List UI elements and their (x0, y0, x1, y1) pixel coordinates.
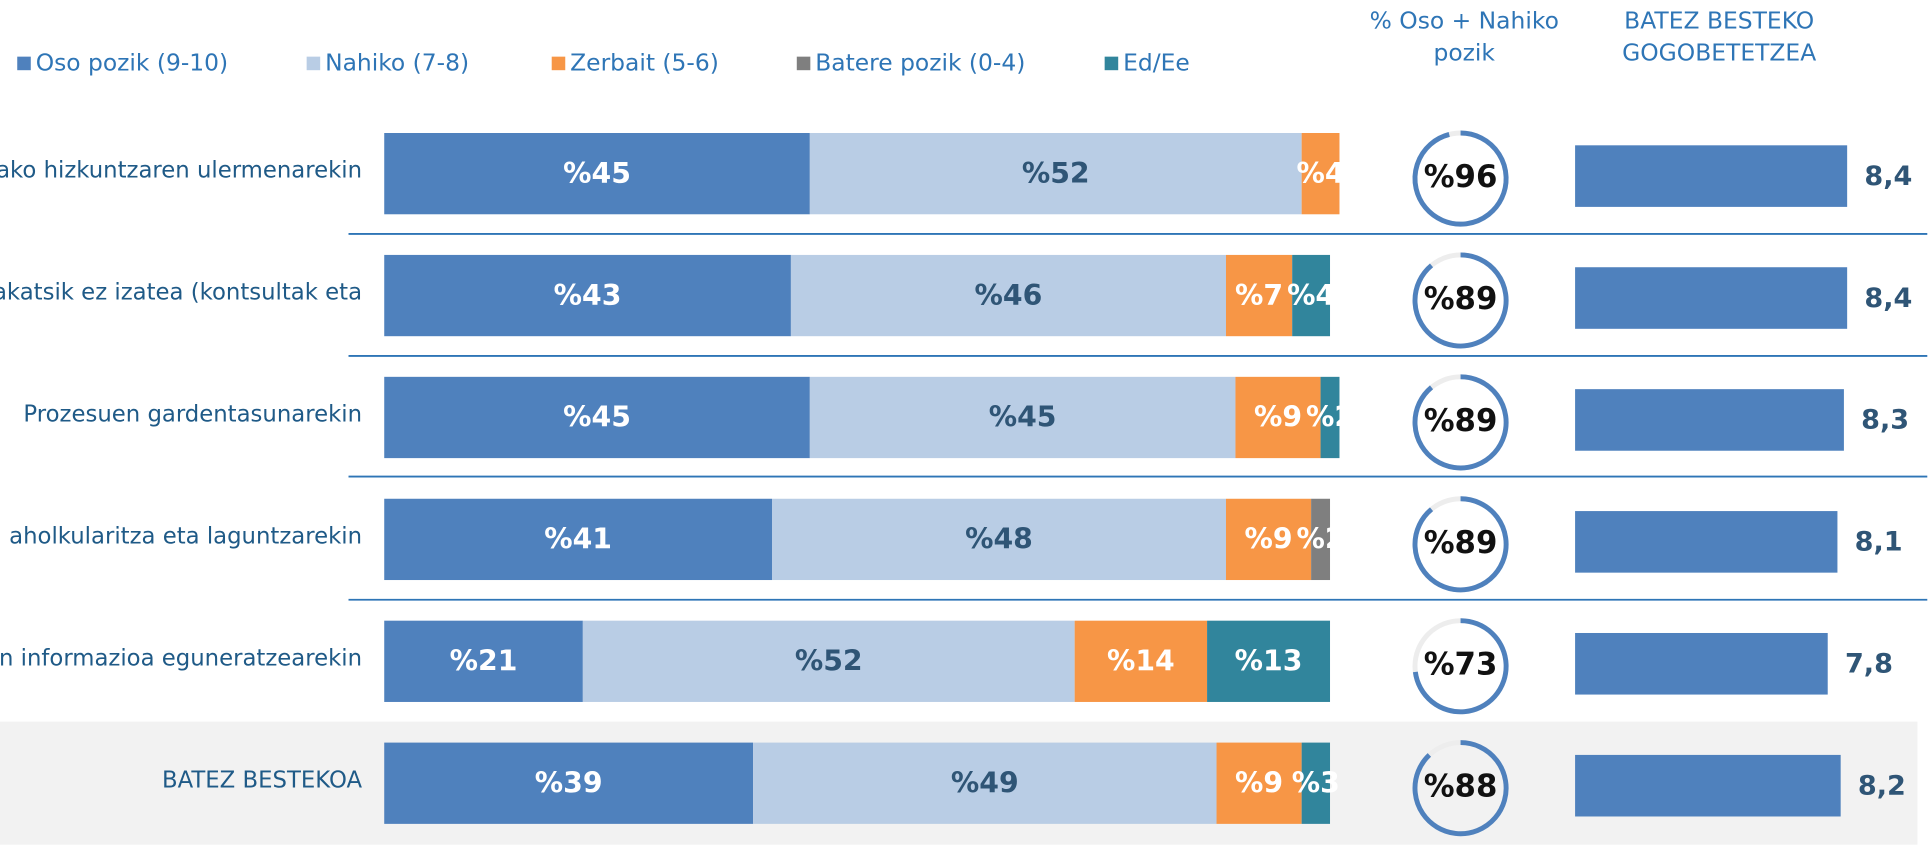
mean-label: 8,3 (1861, 405, 1909, 436)
mean-label: 8,1 (1855, 527, 1903, 558)
value-label: %39 (535, 766, 603, 799)
value-label: %9 (1245, 523, 1293, 556)
mean-bar (1575, 511, 1838, 573)
bar-segment (809, 376, 1236, 459)
bar-segment (384, 620, 583, 702)
bar-segment (384, 133, 810, 215)
donut-label: %96 (1424, 159, 1498, 195)
donut-arc (1412, 740, 1509, 837)
bar-segment (1301, 742, 1331, 824)
mean-label: 8,2 (1858, 770, 1906, 801)
bar-segment (384, 254, 791, 337)
category-label: akatsik ez izatea (kontsultak eta (0, 280, 362, 306)
bar-segment (1225, 498, 1312, 581)
value-label: %4 (1297, 157, 1345, 190)
legend-label: Nahiko (7-8) (325, 49, 469, 77)
bar-segment (1311, 498, 1331, 581)
value-label: %43 (554, 279, 622, 312)
value-label: %46 (975, 279, 1043, 312)
bar-segment (809, 133, 1302, 215)
category-label: aholkularitza eta laguntzarekin (9, 523, 362, 549)
mean-label: 8,4 (1864, 283, 1912, 314)
bar-segment (1074, 620, 1208, 702)
bar-segment (790, 254, 1226, 337)
mean-bar (1575, 267, 1848, 329)
mean-bar (1575, 145, 1848, 207)
donut-arc (1412, 496, 1509, 593)
bar-segment (384, 742, 754, 824)
legend-swatch (551, 56, 566, 71)
donut-arc (1412, 618, 1509, 715)
value-label: %49 (951, 766, 1019, 799)
legend-swatch (1104, 56, 1119, 71)
legend-swatch (796, 56, 811, 71)
bar-segment (384, 498, 773, 581)
category-label: ako hizkuntzaren ulermenarekin (0, 158, 362, 184)
value-label: %14 (1107, 645, 1175, 678)
value-label: %4 (1287, 279, 1335, 312)
bar-segment (1301, 133, 1340, 215)
category-label: Prozesuen gardentasunarekin (23, 402, 362, 428)
mean-label: 8,4 (1864, 161, 1912, 192)
value-label: %9 (1254, 401, 1302, 434)
value-label: %45 (989, 401, 1057, 434)
bar-segment (1320, 376, 1340, 459)
donut-label: %89 (1424, 281, 1498, 317)
value-label: %45 (563, 401, 631, 434)
value-label: %2 (1306, 401, 1354, 434)
value-label: %2 (1297, 523, 1345, 556)
bar-segment (384, 376, 810, 459)
value-label: %52 (795, 645, 863, 678)
mean-title: BATEZ BESTEKO GOGOBETETZEA (1622, 7, 1817, 67)
donut-title: % Oso + Nahiko pozik (1369, 7, 1559, 67)
category-label: BATEZ BESTEKOA (162, 767, 362, 793)
legend-swatch (306, 56, 321, 71)
donut-label: %89 (1424, 525, 1498, 561)
value-label: %9 (1235, 766, 1283, 799)
donut-arc (1412, 252, 1509, 349)
mean-bar (1575, 389, 1844, 451)
bar-segment (582, 620, 1075, 702)
donut-arc (1412, 374, 1509, 471)
bar-segment (1235, 376, 1321, 459)
donut-label: %73 (1424, 647, 1498, 683)
donut-label: %89 (1424, 403, 1498, 439)
mean-bar (1575, 632, 1828, 695)
value-label: %41 (544, 523, 612, 556)
bar-segment (1292, 254, 1331, 337)
legend-label: Zerbait (5-6) (570, 49, 719, 77)
bar-segment (1207, 620, 1331, 702)
value-label: %48 (965, 523, 1033, 556)
mean-bar (1575, 754, 1841, 817)
value-label: %45 (563, 157, 631, 190)
separators (348, 233, 1928, 601)
bar-segment (772, 498, 1226, 581)
bar-segment (1216, 742, 1302, 824)
legend-swatch (17, 56, 31, 71)
donut-arc (1412, 130, 1509, 227)
legend-label: Oso pozik (9-10) (36, 49, 228, 77)
legend-label: Batere pozik (0-4) (815, 49, 1025, 77)
value-label: %3 (1292, 766, 1340, 799)
legend-label: Ed/Ee (1123, 49, 1190, 77)
donut-label: %88 (1424, 769, 1498, 805)
bar-segment (753, 742, 1217, 824)
value-label: %21 (450, 645, 518, 678)
mean-label: 7,8 (1845, 649, 1893, 680)
bar-segment (1225, 254, 1293, 337)
value-label: %52 (1022, 157, 1090, 190)
category-label: n informazioa eguneratzearekin (0, 645, 362, 671)
value-label: %7 (1235, 279, 1283, 312)
value-label: %13 (1235, 645, 1303, 678)
